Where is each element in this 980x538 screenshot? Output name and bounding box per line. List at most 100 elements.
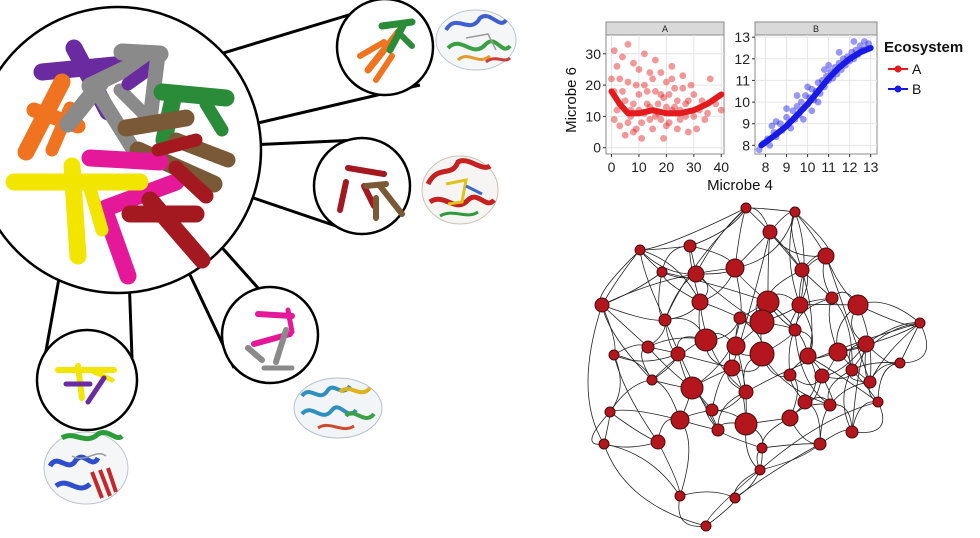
- data-point-a: [630, 128, 637, 136]
- facet-strip-label: B: [813, 24, 819, 34]
- x-tick-label: 10: [800, 159, 816, 175]
- data-point-b: [814, 79, 822, 86]
- network-edge: [759, 443, 821, 471]
- data-point-a: [684, 128, 692, 136]
- network-edge: [639, 207, 747, 251]
- data-point-b: [814, 98, 822, 106]
- data-point-a: [662, 103, 670, 111]
- data-point-a: [608, 75, 615, 83]
- data-point-a: [665, 91, 673, 98]
- x-tick-label: 30: [686, 159, 702, 175]
- data-point-a: [643, 100, 651, 108]
- network-node: [872, 396, 884, 408]
- network-edge: [851, 322, 921, 371]
- network-edge: [587, 304, 605, 445]
- x-tick-label: 9: [783, 159, 791, 175]
- magnifier-magenta-gray: [220, 285, 320, 385]
- network-edge: [603, 443, 707, 527]
- data-point-a: [660, 94, 668, 102]
- data-point-a: [632, 81, 640, 89]
- data-point-a: [621, 131, 629, 139]
- network-node: [749, 341, 775, 367]
- network-node: [604, 406, 616, 418]
- rod-darkred-3: [168, 160, 214, 204]
- data-point-a: [676, 116, 684, 123]
- network-node: [791, 296, 809, 314]
- data-point-a: [619, 53, 626, 61]
- network-edge: [639, 249, 701, 303]
- network-node: [723, 359, 741, 377]
- network-node: [845, 425, 859, 439]
- network-edge: [613, 354, 659, 443]
- magnifier-brown-darkred: [312, 136, 412, 236]
- x-tick-label: 20: [659, 159, 675, 175]
- network-node: [794, 262, 810, 278]
- network-edge: [664, 207, 747, 321]
- network-edge: [745, 322, 921, 393]
- network-node: [711, 423, 725, 437]
- x-tick-label: 13: [863, 159, 879, 175]
- network-node: [783, 368, 797, 382]
- protein-structure-icon: [421, 155, 499, 225]
- panel-background: [605, 34, 725, 155]
- x-tick-label: 0: [608, 159, 616, 175]
- network-node: [797, 394, 813, 410]
- network-edge: [734, 443, 821, 499]
- data-point-a: [624, 40, 632, 48]
- rod-gray-3: [59, 75, 109, 133]
- data-point-a: [657, 69, 665, 76]
- network-edge: [877, 362, 901, 403]
- data-point-a: [630, 59, 637, 67]
- data-point-a: [638, 119, 646, 127]
- network-node: [641, 340, 655, 354]
- network-node: [823, 398, 837, 412]
- data-point-a: [646, 69, 654, 76]
- data-point-a: [619, 87, 626, 95]
- data-point-a: [690, 91, 698, 98]
- network-edge: [789, 211, 801, 306]
- data-point-a: [651, 113, 659, 120]
- network-edge: [759, 401, 879, 471]
- trend-line-b: [758, 45, 874, 149]
- y-tick-label: 9: [742, 116, 750, 132]
- network-node: [845, 363, 859, 377]
- network-node: [762, 224, 778, 240]
- network-node: [594, 297, 610, 313]
- data-point-a: [616, 75, 624, 83]
- x-axis-label: Microbe 4: [707, 177, 773, 194]
- data-point-a: [657, 116, 665, 123]
- data-point-a: [621, 97, 629, 105]
- network-edge: [639, 249, 697, 275]
- data-point-b: [793, 103, 801, 110]
- data-point-a: [610, 47, 618, 55]
- microbe-network: [587, 202, 928, 532]
- data-point-a: [649, 75, 657, 83]
- data-point-a: [665, 119, 673, 127]
- network-node: [694, 328, 718, 352]
- data-point-a: [660, 134, 668, 142]
- data-point-a: [690, 113, 698, 120]
- rod-magenta-3: [97, 205, 137, 285]
- data-point-a: [679, 72, 687, 80]
- network-edge: [761, 443, 821, 449]
- network-edges: [587, 207, 928, 527]
- rod-brown-1: [117, 109, 195, 137]
- data-point-b: [793, 92, 801, 99]
- trend-line-a: [608, 88, 725, 117]
- data-point-a: [682, 100, 689, 108]
- data-point-b: [860, 38, 868, 45]
- data-point-a: [651, 56, 659, 64]
- data-point-a: [668, 62, 676, 70]
- data-point-b: [835, 48, 843, 56]
- data-point-a: [649, 125, 657, 133]
- data-point-b: [776, 120, 784, 128]
- y-tick-label: 0: [593, 140, 601, 156]
- data-point-a: [693, 125, 700, 133]
- x-tick-label: 11: [821, 159, 836, 175]
- data-point-b: [808, 107, 816, 115]
- data-point-a: [673, 125, 681, 133]
- network-edge: [657, 441, 681, 497]
- data-point-a: [610, 116, 618, 123]
- data-point-a: [671, 84, 679, 92]
